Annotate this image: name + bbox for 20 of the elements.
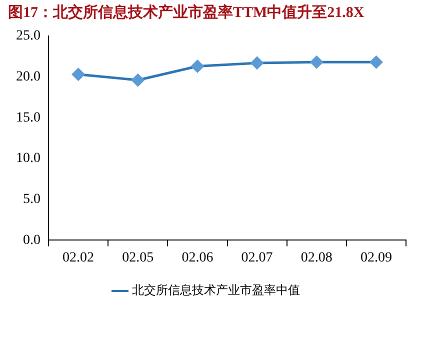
x-tick-label: 02.08 [300,250,332,266]
y-tick-label: 25.0 [16,28,40,44]
y-tick-label: 20.0 [16,70,40,85]
x-tick-label: 02.09 [360,250,392,266]
point [191,60,204,72]
x-tick-label: 02.07 [241,250,273,266]
point [72,68,85,81]
y-tick-label: 15.0 [16,110,40,126]
x-tick-label: 02.02 [62,250,94,266]
y-tick-label: 0.0 [23,232,40,248]
y-tick-label: 5.0 [23,192,40,208]
y-tick-label: 10.0 [16,151,40,166]
point [250,56,264,70]
point [370,56,382,68]
legend-label: 北交所信息技术产业市盈率中值 [132,283,300,298]
chart-title: 图17：北交所信息技术产业市盈率TTM中值升至21.8X [8,2,364,21]
point [310,56,323,68]
x-tick-label: 02.06 [182,250,214,266]
x-tick-label: 02.05 [122,250,154,266]
point [132,74,144,86]
